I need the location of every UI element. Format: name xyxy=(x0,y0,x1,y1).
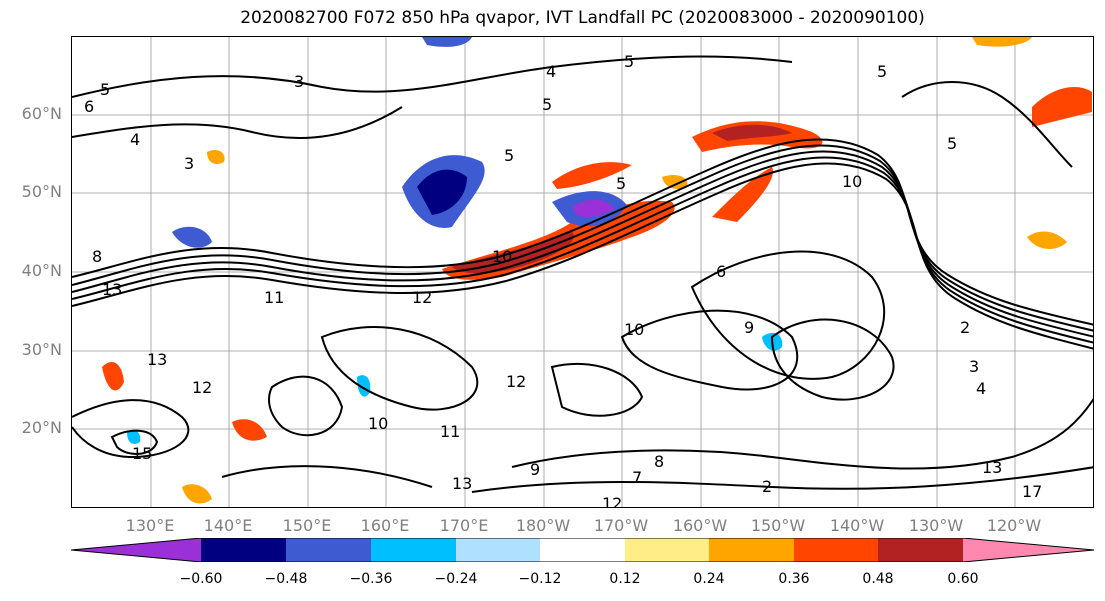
lat-label: 40°N xyxy=(21,261,62,280)
contour-label: 6 xyxy=(84,97,94,116)
contour-label: 9 xyxy=(530,460,540,479)
colorbar-tick-label: 0.12 xyxy=(609,571,641,587)
contour-label: 5 xyxy=(624,52,634,71)
lon-label: 170°W xyxy=(593,516,649,535)
lon-label: 120°W xyxy=(986,516,1042,535)
contour-label: 12 xyxy=(412,288,432,307)
colorbar-tick-label: −0.24 xyxy=(434,571,478,587)
graticule xyxy=(72,37,1093,507)
contour-label: 10 xyxy=(492,247,512,266)
figure-title: 2020082700 F072 850 hPa qvapor, IVT Land… xyxy=(240,8,925,28)
contour-label: 3 xyxy=(969,357,979,376)
contour-label: 13 xyxy=(982,458,1002,477)
lon-label: 130°E xyxy=(125,516,175,535)
contour-label: 15 xyxy=(132,444,152,463)
contour-label: 6 xyxy=(716,262,726,281)
colorbar-tick-label: −0.12 xyxy=(518,571,562,587)
contour-label: 12 xyxy=(602,494,622,508)
colorbar-segment xyxy=(71,538,201,562)
colorbar xyxy=(71,538,1094,562)
colorbar-segment xyxy=(286,538,371,562)
contour-label: 13 xyxy=(147,350,167,369)
colorbar-segment xyxy=(709,538,794,562)
colorbar-segment xyxy=(371,538,456,562)
colorbar-segment xyxy=(201,538,286,562)
colorbar-segment xyxy=(625,538,709,562)
colorbar-tick-label: 0.36 xyxy=(778,571,810,587)
colorbar-segment xyxy=(878,538,963,562)
lat-label: 60°N xyxy=(21,104,62,123)
contour-label: 2 xyxy=(960,318,970,337)
contour-label: 3 xyxy=(294,72,304,91)
colorbar-segment xyxy=(540,538,625,562)
lon-label: 140°W xyxy=(829,516,885,535)
contour-label: 5 xyxy=(947,134,957,153)
contour-label: 3 xyxy=(184,154,194,173)
contour-label: 11 xyxy=(440,422,460,441)
lon-label: 150°W xyxy=(750,516,806,535)
contour-label: 4 xyxy=(546,62,556,81)
lat-label: 30°N xyxy=(21,340,62,359)
lat-label: 20°N xyxy=(21,418,62,437)
contour-label: 9 xyxy=(744,318,754,337)
lon-label: 140°E xyxy=(203,516,253,535)
lon-label: 160°E xyxy=(360,516,410,535)
colorbar-segment xyxy=(963,538,1094,562)
contour-label: 5 xyxy=(877,62,887,81)
contour-labels: 5 3 6 4 3 5 5 5 4 5 10 13 11 12 10 13 15… xyxy=(84,52,1042,508)
contour-label: 8 xyxy=(92,247,102,266)
colorbar-tick-label: 0.60 xyxy=(947,571,979,587)
colorbar-segment xyxy=(456,538,540,562)
colorbar-tick-label: −0.36 xyxy=(349,571,393,587)
lon-label: 180°W xyxy=(515,516,571,535)
contour-label: 13 xyxy=(452,474,472,493)
lon-label: 170°E xyxy=(439,516,489,535)
map-panel: 5 3 6 4 3 5 5 5 4 5 10 13 11 12 10 13 15… xyxy=(71,36,1094,508)
contour-label: 12 xyxy=(506,372,526,391)
contour-label: 10 xyxy=(624,320,644,339)
colorbar-tick-label: 0.24 xyxy=(693,571,725,587)
contour-label: 10 xyxy=(368,414,388,433)
lon-label: 160°W xyxy=(672,516,728,535)
contour-label: 12 xyxy=(192,378,212,397)
contour-label: 8 xyxy=(654,452,664,471)
map-canvas: 5 3 6 4 3 5 5 5 4 5 10 13 11 12 10 13 15… xyxy=(72,37,1093,508)
contour-label: 4 xyxy=(130,130,140,149)
colorbar-tick-label: 0.48 xyxy=(862,571,894,587)
contour-label: 5 xyxy=(542,95,552,114)
contour-label: 11 xyxy=(264,288,284,307)
contour-label: 5 xyxy=(504,146,514,165)
lat-label: 50°N xyxy=(21,182,62,201)
lon-label: 150°E xyxy=(282,516,332,535)
colorbar-tick-label: −0.60 xyxy=(179,571,223,587)
contour-label: 7 xyxy=(632,468,642,487)
contour-label: 10 xyxy=(842,172,862,191)
colorbar-segment xyxy=(794,538,878,562)
contour-label: 5 xyxy=(616,174,626,193)
ivt-contours xyxy=(72,55,1093,493)
contour-label: 4 xyxy=(976,379,986,398)
contour-label: 13 xyxy=(102,280,122,299)
contour-label: 2 xyxy=(762,477,772,496)
contour-label: 5 xyxy=(100,80,110,99)
colorbar-tick-label: −0.48 xyxy=(264,571,308,587)
lon-label: 130°W xyxy=(908,516,964,535)
contour-label: 17 xyxy=(1022,482,1042,501)
